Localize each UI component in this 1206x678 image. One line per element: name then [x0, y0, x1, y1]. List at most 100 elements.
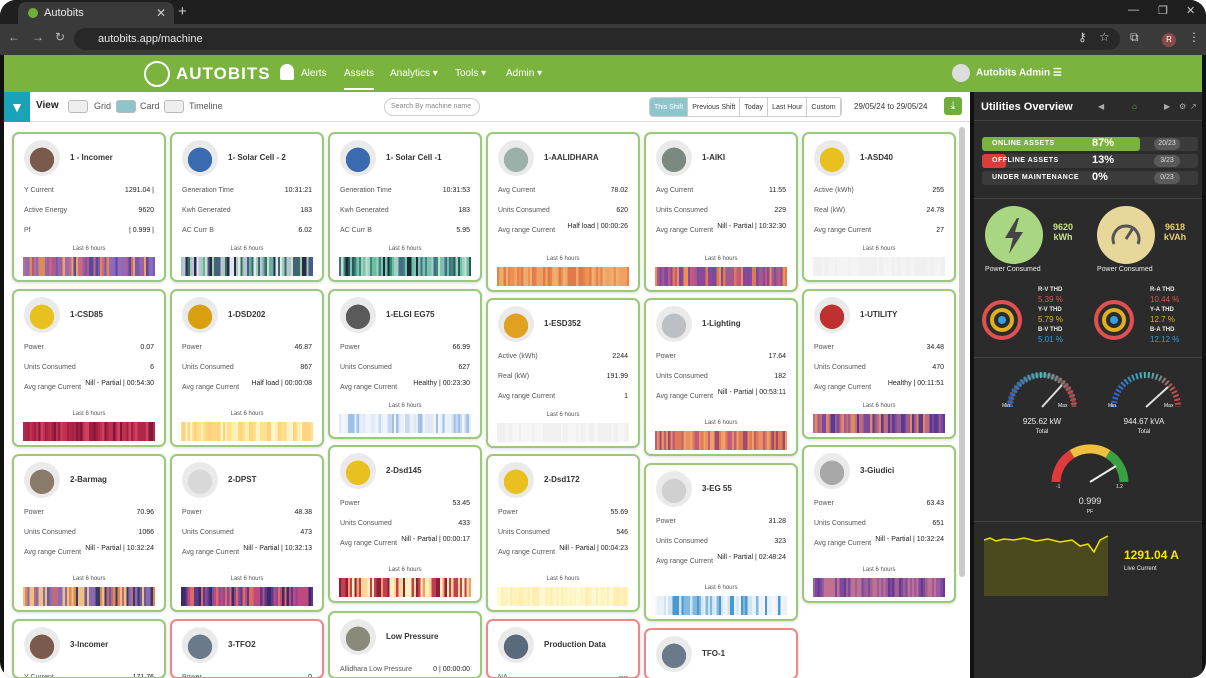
search-input[interactable]: Search By machine name	[384, 98, 480, 116]
shift-this[interactable]: This Shift	[650, 98, 689, 116]
extensions-icon[interactable]: ⧉	[1130, 30, 1139, 44]
asset-metrics: Power 46.87 Units Consumed 867 Avg range Cur…	[182, 339, 312, 403]
asset-title: 3-Giudici	[860, 466, 895, 475]
asset-card[interactable]: 2-Dsd145 Power 53.45 Units Consumed 433 Avg r…	[328, 445, 482, 603]
asset-card[interactable]: 1 - Incomer Y Current 1291.04 | Active Ener…	[12, 132, 166, 282]
asset-status-bar[interactable]: ONLINE ASSETS 87% 20/23	[982, 137, 1198, 151]
asset-card[interactable]: Low Pressure Allidhara Low Pressure 0 | 00…	[328, 611, 482, 678]
asset-status-bar[interactable]: UNDER MAINTENANCE 0% 0/23	[982, 171, 1198, 185]
view-toolbar: ▼ View Grid Card Timeline Search By mach…	[4, 92, 970, 122]
kva-gauge-max: Max	[1164, 403, 1174, 409]
profile-avatar[interactable]: R	[1162, 33, 1176, 47]
status-timeline-bar[interactable]	[497, 587, 629, 606]
thd-item: R-A THD 10.44 %	[1150, 286, 1179, 304]
key-icon[interactable]: ⚷	[1078, 30, 1087, 44]
asset-card[interactable]: 1-UTILITY Power 34.48 Units Consumed 470 Avg …	[802, 289, 956, 439]
asset-card[interactable]: 1-ASD40 Active (kWh) 255 Real (kW) 24.78 Avg …	[802, 132, 956, 282]
shift-today[interactable]: Today	[740, 98, 769, 116]
status-timeline-bar[interactable]	[813, 257, 945, 276]
asset-card[interactable]: 1-AALIDHARA Avg Current 78.02 Units Consume…	[486, 132, 640, 292]
nav-assets[interactable]: Assets	[344, 68, 375, 90]
metric-value: 183	[300, 207, 312, 214]
asset-card[interactable]: 1-ELGI EG75 Power 66.99 Units Consumed 627 Av…	[328, 289, 482, 439]
new-tab-button[interactable]: +	[178, 3, 187, 20]
download-icon[interactable]: ⤓	[944, 97, 962, 115]
asset-card[interactable]: 1-ESD352 Active (kWh) 2244 Real (kW) 191.99 A…	[486, 298, 640, 448]
asset-card[interactable]: TFO-1	[644, 628, 798, 678]
metric-label: Power	[340, 500, 360, 507]
asset-image	[814, 140, 850, 176]
scrollbar[interactable]	[959, 127, 965, 577]
status-timeline-bar[interactable]	[339, 578, 471, 597]
asset-card[interactable]: 1-AIKI Avg Current 11.55 Units Consumed 229 A…	[644, 132, 798, 292]
asset-card[interactable]: 1- Solar Cell - 2 Generation Time 10:31:21…	[170, 132, 324, 282]
status-timeline-bar[interactable]	[497, 423, 629, 442]
shift-custom[interactable]: Custom	[807, 98, 841, 116]
status-timeline-bar[interactable]	[23, 587, 155, 606]
browser-tab[interactable]: Autobits ✕	[18, 2, 174, 24]
timeline-toggle[interactable]	[164, 100, 184, 113]
asset-title: 3-EG 55	[702, 484, 732, 493]
browser-menu-icon[interactable]: ⋮	[1188, 30, 1200, 44]
status-timeline-bar[interactable]	[181, 257, 313, 276]
shift-last-hour[interactable]: Last Hour	[768, 98, 808, 116]
status-timeline-bar[interactable]	[181, 587, 313, 606]
asset-card[interactable]: 2-Dsd172 Power 55.69 Units Consumed 546 Avg r…	[486, 454, 640, 612]
asset-card[interactable]: 2-DPST Power 48.38 Units Consumed 473 Avg ran…	[170, 454, 324, 612]
nav-tools[interactable]: Tools ▾	[455, 68, 487, 79]
status-timeline-bar[interactable]	[23, 422, 155, 441]
status-timeline-bar[interactable]	[655, 596, 787, 615]
status-timeline-bar[interactable]	[23, 257, 155, 276]
status-timeline-bar[interactable]	[655, 267, 787, 286]
date-range[interactable]: 29/05/24 to 29/05/24	[854, 102, 928, 111]
url-field[interactable]: autobits.app/machine	[74, 28, 1120, 50]
asset-card[interactable]: 3-Incomer Y Current 171.76	[12, 619, 166, 678]
star-icon[interactable]: ☆	[1099, 30, 1110, 44]
metric-row: Real (kW) 24.78	[814, 202, 944, 222]
close-window-icon[interactable]: ✕	[1186, 5, 1196, 17]
status-timeline-bar[interactable]	[181, 422, 313, 441]
status-timeline-bar[interactable]	[813, 414, 945, 433]
asset-card[interactable]: 3-EG 55 Power 31.28 Units Consumed 323 Avg ra…	[644, 463, 798, 621]
thd-item: R-V THD 5.39 %	[1038, 286, 1063, 304]
close-tab-icon[interactable]: ✕	[155, 6, 166, 20]
power-kvah-label: Power Consumed	[1097, 266, 1153, 273]
asset-card[interactable]: 1-DSD202 Power 46.87 Units Consumed 867 Avg r…	[170, 289, 324, 447]
minimize-icon[interactable]: —	[1128, 4, 1139, 16]
nav-admin[interactable]: Admin ▾	[506, 68, 543, 79]
status-timeline-bar[interactable]	[813, 578, 945, 597]
status-timeline-bar[interactable]	[339, 414, 471, 433]
prev-icon[interactable]: ◀	[1098, 102, 1105, 111]
metric-value: 6	[150, 364, 154, 371]
asset-image	[24, 140, 60, 176]
card-toggle[interactable]	[116, 100, 136, 113]
forward-icon[interactable]: →	[32, 30, 44, 44]
next-icon[interactable]: ▶	[1164, 102, 1171, 111]
asset-metrics: Generation Time 10:31:53 Kwh Generated 183 A…	[340, 182, 470, 242]
nav-alerts[interactable]: Alerts	[301, 68, 327, 79]
asset-card[interactable]: 2-Barmag Power 70.96 Units Consumed 1066 Avg …	[12, 454, 166, 612]
back-icon[interactable]: ←	[8, 30, 20, 44]
asset-card[interactable]: 1- Solar Cell -1 Generation Time 10:31:53 K…	[328, 132, 482, 282]
asset-card[interactable]: 3-TFO2 Power 0	[170, 619, 324, 678]
filter-icon[interactable]: ▼	[4, 92, 30, 122]
nav-analytics[interactable]: Analytics ▾	[390, 68, 438, 79]
asset-card[interactable]: 1-Lighting Power 17.64 Units Consumed 182 Avg…	[644, 298, 798, 456]
status-timeline-bar[interactable]	[339, 257, 471, 276]
expand-icon[interactable]: ↗	[1190, 102, 1197, 111]
asset-card[interactable]: Production Data NA ----	[486, 619, 640, 678]
asset-card[interactable]: 3-Giudici Power 63.43 Units Consumed 651 Avg …	[802, 445, 956, 603]
restore-icon[interactable]: ❐	[1158, 5, 1168, 17]
settings-icon[interactable]: ⚙	[1179, 102, 1187, 111]
shift-previous[interactable]: Previous Shift	[688, 98, 741, 116]
asset-status-bar[interactable]: OFFLINE ASSETS 13% 3/23	[982, 154, 1198, 168]
timeline-caption: Last 6 hours	[546, 256, 580, 262]
status-timeline-bar[interactable]	[497, 267, 629, 286]
grid-toggle[interactable]	[68, 100, 88, 113]
user-menu[interactable]: Autobits Admin ☰	[952, 64, 1062, 82]
home-icon[interactable]: ⌂	[1132, 102, 1137, 111]
bell-icon[interactable]	[280, 64, 294, 80]
status-timeline-bar[interactable]	[655, 431, 787, 450]
reload-icon[interactable]: ↻	[55, 30, 66, 44]
asset-card[interactable]: 1-CSD85 Power 0.07 Units Consumed 6 Avg range…	[12, 289, 166, 447]
